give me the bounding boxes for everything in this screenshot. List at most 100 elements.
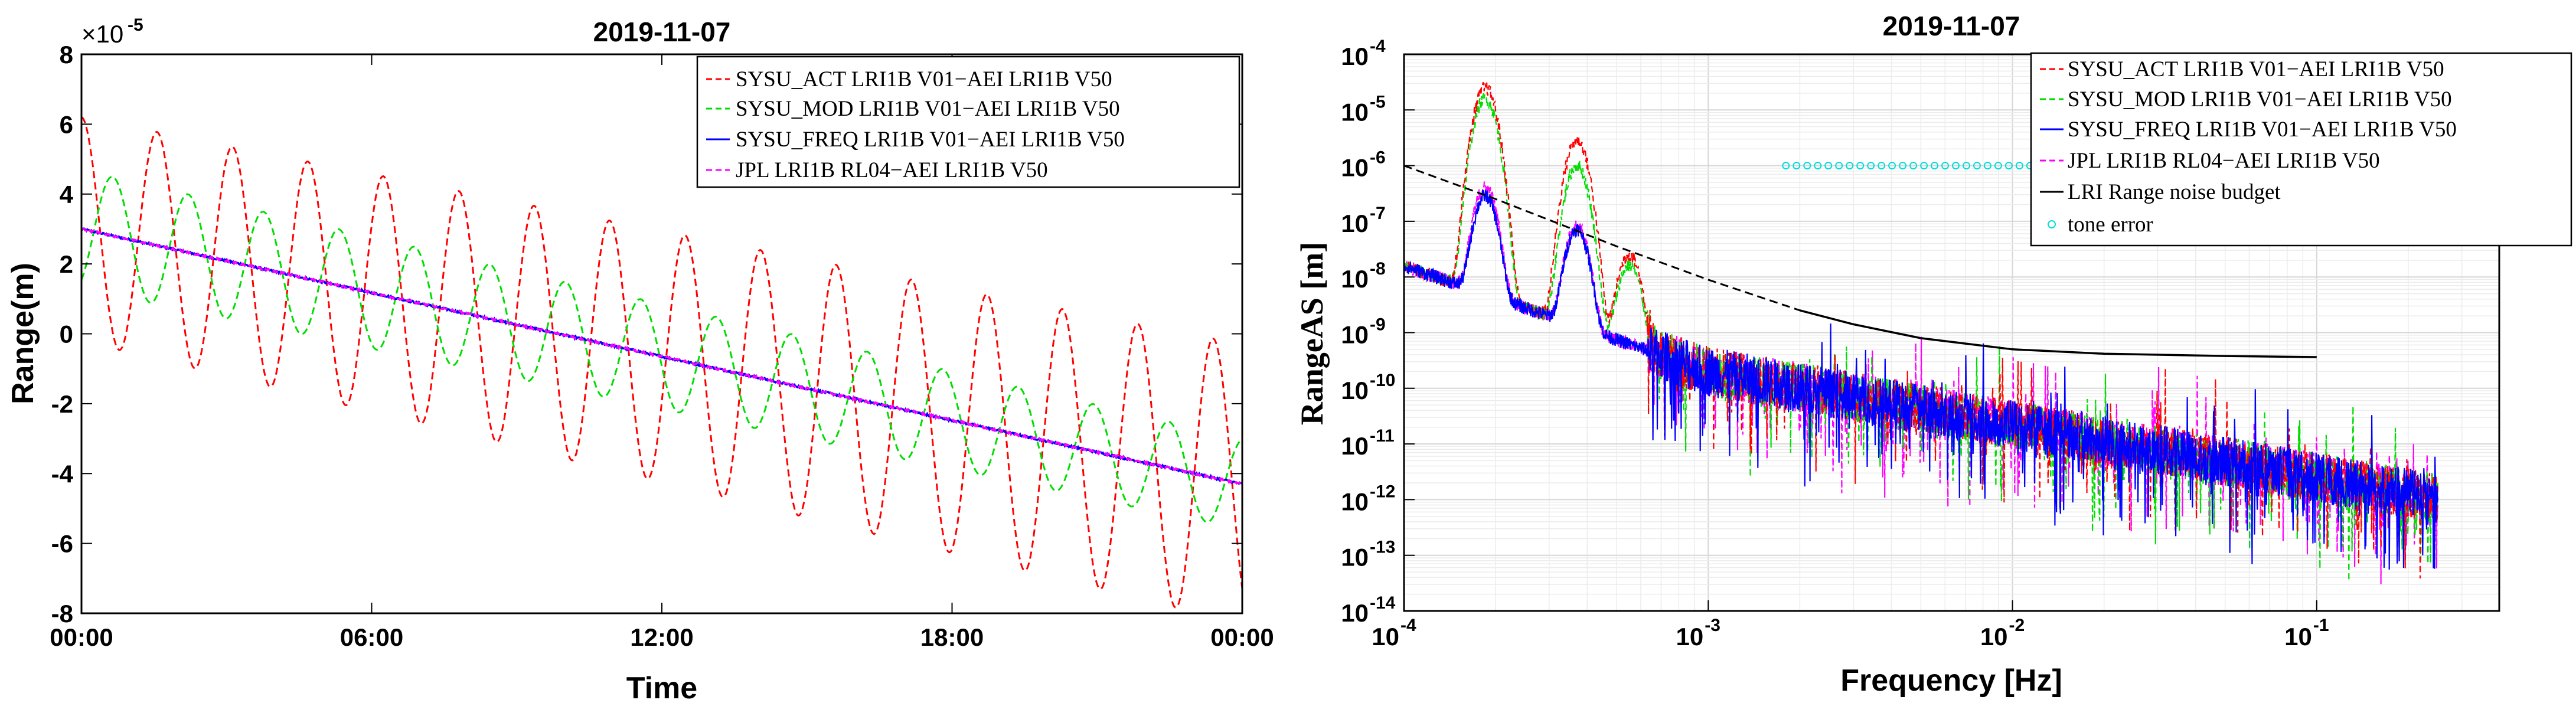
tone-error-marker [1952,162,1960,170]
x-tick-label: 10 [1980,623,2008,650]
time-series-panel: 00:00 06:00 12:00 18:00 00:00 8 6 4 2 0 -2 -4 -6 -8 2… [6,15,1274,705]
spectrum-title: 2019-11-07 [1883,11,2020,41]
y-tick-label: 10 [1341,488,1369,515]
x-tick-label: 12:00 [630,623,693,651]
tone-error-marker [1846,162,1854,170]
legend-label-tone-error: tone error [2068,212,2153,237]
y-tick-label: 10 [1341,377,1369,404]
tone-error-marker [1824,162,1833,170]
tone-error-marker [1994,162,2002,170]
y-tick-label: 6 [60,110,73,138]
x-tick-label: 06:00 [340,623,403,651]
tone-error-marker [1803,162,1811,170]
tone-error-marker [2004,162,2013,170]
y-tick-label: 10 [1341,432,1369,460]
y-tick-label: -2 [51,390,73,418]
y-multiplier-exponent: -5 [128,15,143,35]
spectrum-x-label: Frequency [Hz] [1840,663,2062,698]
x-tick-label: 10 [1372,623,1399,650]
legend-label-noise-budget: LRI Range noise budget [2068,180,2281,204]
spectrum-legend: SYSU_ACT LRI1B V01−AEI LRI1B V50 SYSU_MO… [2030,52,2572,247]
tone-error-marker [1963,162,1970,170]
tone-error-marker [1782,162,1790,170]
y-tick-exponent: -9 [1370,315,1386,335]
legend-label-sysu-freq: SYSU_FREQ LRI1B V01−AEI LRI1B V50 [2068,117,2457,142]
tone-error-marker [1973,162,1981,170]
y-tick-label: 10 [1341,544,1369,571]
legend-label-jpl: JPL LRI1B RL04−AEI LRI1B V50 [2068,149,2380,173]
spectrum-ticks: 10 -4 10 -3 10 -2 10 -110 -410 -510 -610 -710 -810 -9… [1341,37,2329,650]
y-tick-label: 10 [1341,154,1369,182]
tone-error-marker [1909,162,1918,170]
y-tick-label: 10 [1341,210,1369,237]
tone-error-marker [1856,162,1865,170]
legend-label-sysu-mod: SYSU_MOD LRI1B V01−AEI LRI1B V50 [736,97,1120,121]
legend-label-jpl: JPL LRI1B RL04−AEI LRI1B V50 [736,158,1048,182]
y-tick-label: 10 [1341,265,1369,293]
tone-error-marker [1793,162,1801,170]
x-tick-exponent: -2 [2009,616,2025,635]
y-tick-label: 10 [1341,42,1369,70]
y-tick-label: 10 [1341,321,1369,349]
legend-label-sysu-act: SYSU_ACT LRI1B V01−AEI LRI1B V50 [2068,57,2444,81]
legend-label-sysu-mod: SYSU_MOD LRI1B V01−AEI LRI1B V50 [2068,87,2452,112]
spectrum-y-label: RangeAS [m] [1294,242,1330,425]
y-tick-label: 8 [60,41,73,68]
y-tick-exponent: -5 [1370,92,1386,112]
legend-box [2030,52,2572,247]
y-tick-label: 10 [1341,98,1369,126]
x-tick-label: 10 [2284,623,2312,650]
tone-error-marker [1983,162,1991,170]
tone-error-marker [2015,162,2023,170]
y-tick-label: -6 [51,530,73,558]
legend-label-sysu-freq: SYSU_FREQ LRI1B V01−AEI LRI1B V50 [736,127,1125,152]
spectrum-panel: 10 -4 10 -3 10 -2 10 -110 -410 -510 -610 -710 -810 -9… [1294,11,2572,698]
legend-label-sysu-act: SYSU_ACT LRI1B V01−AEI LRI1B V50 [736,67,1112,91]
x-tick-label: 00:00 [1210,623,1274,651]
time-series-y-label: Range(m) [6,263,40,404]
time-series-ticks: 00:00 06:00 12:00 18:00 00:00 8 6 4 2 0 -2 -4 -6 -8 [50,41,1274,651]
tone-error-marker [1814,162,1822,170]
y-tick-exponent: -10 [1370,371,1395,390]
y-tick-exponent: -7 [1370,204,1386,223]
legend-swatch-tone-error [2048,220,2056,228]
y-tick-label: 2 [60,250,73,278]
y-tick-exponent: -13 [1370,538,1395,557]
tone-error-marker [1835,162,1843,170]
y-tick-exponent: -4 [1370,37,1386,56]
time-series-legend: SYSU_ACT LRI1B V01−AEI LRI1B V50 SYSU_MO… [696,55,1240,188]
tone-error-marker [1867,162,1875,170]
y-tick-label: -8 [51,600,73,627]
series-line-noise-budget [1799,309,2317,358]
y-tick-exponent: -11 [1370,426,1395,446]
y-tick-label: 10 [1341,599,1369,627]
tone-error-marker [1941,162,1949,170]
series-line-sysu-freq-lri1b-v01-aei-lri1b-v50 [1404,188,2438,570]
y-tick-exponent: -6 [1370,148,1386,168]
time-series-lines [81,116,1242,609]
legend-box [696,55,1240,188]
y-axis-multiplier: ×10 -5 [81,15,143,48]
x-tick-exponent: -4 [1400,616,1416,635]
tone-error-marker [1920,162,1928,170]
tone-error-marker [1878,162,1886,170]
time-series-title: 2019-11-07 [593,17,731,47]
x-tick-label: 10 [1676,623,1704,650]
y-tick-exponent: -14 [1370,593,1396,613]
x-tick-label: 18:00 [920,623,984,651]
tone-error-marker [1888,162,1896,170]
y-multiplier-base: ×10 [81,20,123,48]
y-tick-label: 0 [60,321,73,348]
tone-error-marker [1899,162,1907,170]
x-tick-label: 00:00 [50,623,113,651]
y-tick-label: 4 [60,181,74,208]
series-line-noise-budget-extrapolated [1404,165,1800,312]
series-line-jpl-lri1b-rl04-aei-lri1b-v50 [81,227,1242,485]
y-tick-label: -4 [51,460,74,488]
x-tick-exponent: -3 [1705,616,1720,635]
x-tick-exponent: -1 [2313,616,2329,635]
tone-error-marker [1931,162,1938,170]
time-series-x-label: Time [626,671,697,705]
y-tick-exponent: -8 [1370,259,1386,279]
